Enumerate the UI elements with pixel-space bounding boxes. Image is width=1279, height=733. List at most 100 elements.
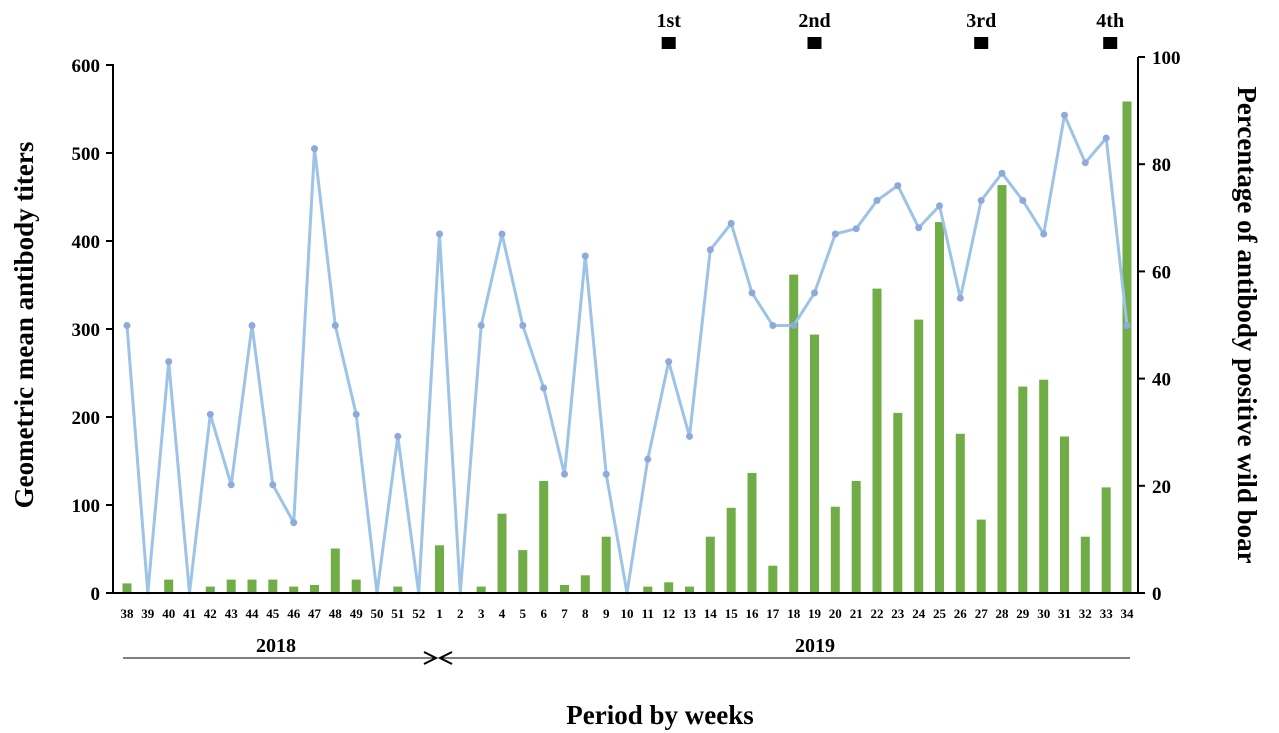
line-point [290,519,298,527]
line-point [519,322,527,329]
bar [789,274,799,593]
line-point [727,219,735,227]
bar [1060,436,1069,593]
bar [872,288,882,593]
line-point [352,410,360,418]
x-tick-label: 30 [1037,606,1050,621]
bar [247,579,257,593]
line-point [248,322,256,329]
year-range-2019: 2019 [437,635,1130,665]
x-tick-label: 10 [621,606,634,621]
line-point [581,252,589,260]
right-tick-label: 60 [1152,262,1171,283]
right-tick-label: 40 [1152,370,1171,391]
line-point [686,432,693,440]
x-tick-label: 11 [642,606,654,621]
bar [435,545,444,593]
bar [997,185,1007,593]
line-point [498,230,506,238]
left-tick-label: 100 [72,496,101,517]
line-point [1102,134,1110,142]
left-tick-label: 200 [72,408,101,429]
line-point [936,202,943,210]
line-point [915,224,923,232]
left-tick-label: 500 [72,144,101,165]
x-tick-label: 33 [1100,606,1114,621]
line-point [852,225,860,233]
bar [643,586,653,593]
bar [122,583,132,593]
line-point [602,470,610,478]
vaccination-marker [1103,37,1118,49]
line-point [1061,111,1068,119]
x-tick-label: 28 [996,606,1010,621]
bar [560,585,569,593]
vaccination-label: 1st [656,10,681,32]
left-tick-label: 0 [91,584,101,605]
bar [914,319,924,593]
line-point [269,481,277,489]
arrow-left-icon [437,651,453,665]
x-tick-labels: 38 39 40 41 42 43 44 45 46 47 48 49 50 51 52 1 2 3 4 5 6 7 8 9 1… [121,606,1135,621]
line-point [831,230,839,238]
bar [518,550,528,593]
bar [1080,536,1090,593]
axes [112,57,1139,594]
x-tick-label: 25 [933,606,947,621]
line-point [561,470,568,478]
x-tick-label: 43 [225,606,239,621]
left-y-axis-title: Geometric mean antibody titers [9,142,39,509]
vaccination-label: 2nd [798,10,830,32]
x-tick-label: 20 [829,606,842,621]
line-point [769,322,777,329]
right-tick-label: 100 [1152,48,1181,69]
x-tick-label: 6 [540,606,547,621]
bar [768,565,778,593]
left-tick-label: 400 [72,232,101,253]
line-point [998,169,1006,177]
x-tick-label: 14 [704,606,718,621]
x-axis-title: Period by weeks [566,700,753,730]
bar [705,536,715,593]
x-tick-label: 19 [808,606,822,621]
x-tick-label: 27 [975,606,989,621]
right-y-axis-title: Percentage of antibody positive wild boa… [1232,86,1262,563]
x-tick-label: 49 [350,606,364,621]
bar [830,506,840,593]
bar [330,548,340,593]
x-tick-label: 8 [582,606,589,621]
x-tick-label: 51 [391,606,404,621]
x-tick-label: 40 [162,606,175,621]
x-tick-label: 48 [329,606,343,621]
bar-series [122,101,1132,593]
x-tick-label: 31 [1058,606,1071,621]
bar [268,579,278,593]
x-tick-label: 5 [520,606,527,621]
vaccination-marker [807,37,822,49]
right-tick-label: 80 [1152,155,1171,176]
bar [726,507,736,593]
bar [164,579,174,593]
left-tick-label: 600 [72,56,101,77]
bar [226,579,236,593]
line-point [311,145,318,153]
bar [1122,101,1132,593]
bar [935,222,944,593]
vaccination-label: 4th [1096,10,1124,32]
line-point [873,197,881,204]
x-tick-label: 22 [871,606,884,621]
x-tick-label: 34 [1121,606,1135,621]
line-point [165,358,173,366]
x-tick-label: 26 [954,606,968,621]
bar [310,585,319,593]
x-tick-label: 18 [787,606,801,621]
bar [476,586,486,593]
x-tick-label: 44 [246,606,260,621]
x-tick-label: 47 [308,606,322,621]
bar [205,586,215,593]
bar [580,575,590,593]
line-point [1081,159,1089,167]
x-tick-label: 21 [850,606,863,621]
bar [1018,386,1028,593]
line-point [1040,230,1048,238]
